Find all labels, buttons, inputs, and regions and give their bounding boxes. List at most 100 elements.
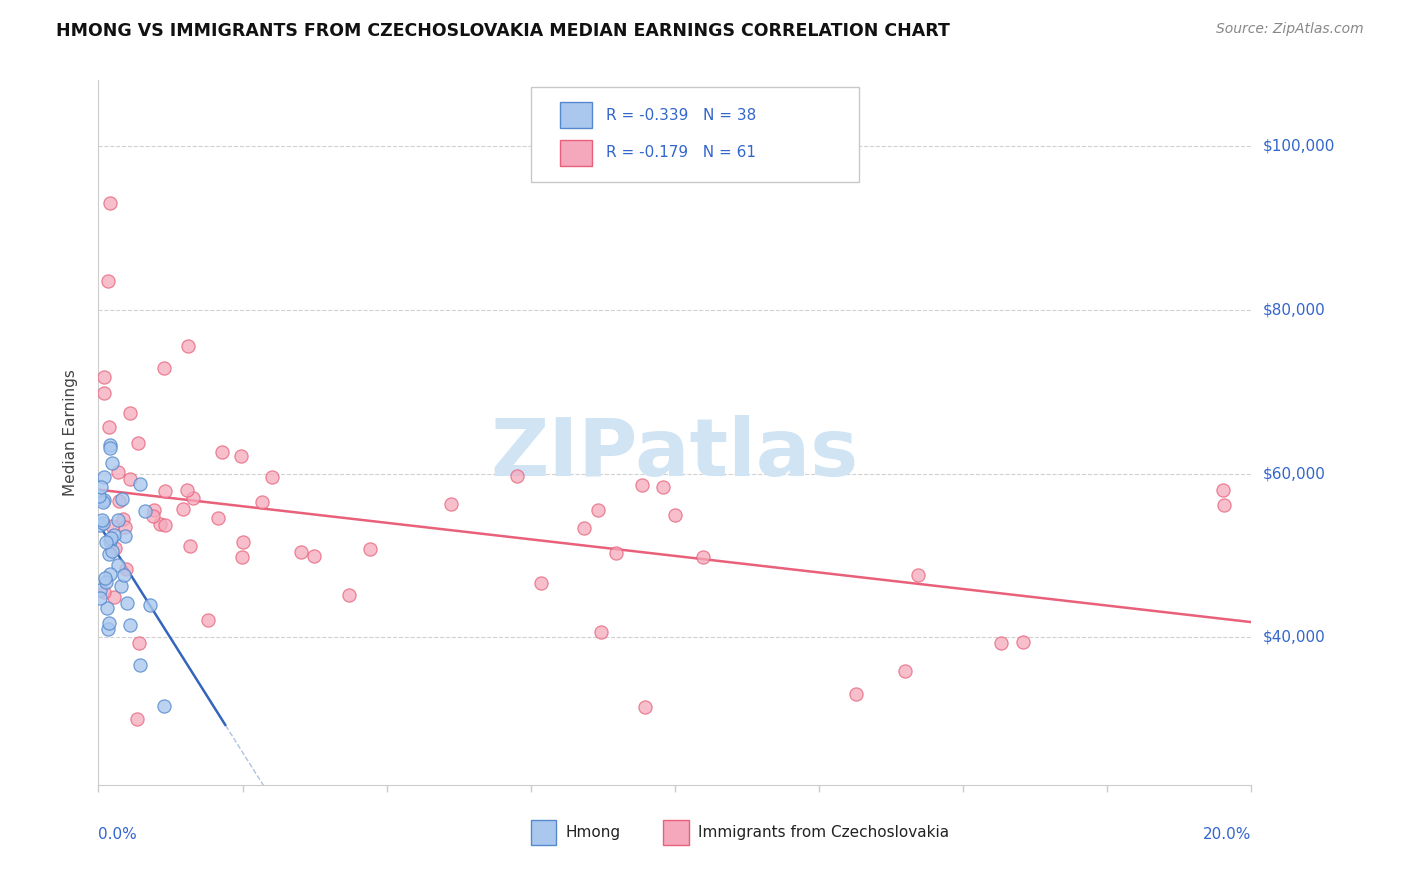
Point [89,518,111,533]
Text: $80,000: $80,000 [1263,302,1326,318]
Point [179,539,201,553]
Point [98,441,121,455]
Point [530,575,553,590]
Point [101,544,124,558]
Point [127,713,149,727]
Point [197,613,219,627]
Point [229,449,252,463]
Point [98,196,121,211]
Point [103,591,125,605]
Point [97,547,120,561]
Point [100,438,122,452]
Point [572,521,595,535]
Bar [531,821,557,845]
Point [232,535,254,549]
Point [652,480,675,494]
Point [1212,483,1234,497]
Point [118,472,141,486]
Point [87,489,110,503]
Point [93,585,115,599]
Text: $40,000: $40,000 [1263,630,1326,645]
Point [506,468,529,483]
Point [98,616,121,631]
Point [211,445,233,459]
Point [97,420,120,434]
Point [176,483,198,497]
Point [91,513,114,527]
Point [337,588,360,602]
Point [112,512,135,526]
Point [127,436,149,450]
Text: ZIPatlas: ZIPatlas [491,415,859,492]
Point [118,618,141,632]
Point [89,583,111,598]
Point [231,549,253,564]
Text: $100,000: $100,000 [1263,138,1334,153]
Point [152,361,174,376]
Point [93,370,115,384]
Text: Immigrants from Czechoslovakia: Immigrants from Czechoslovakia [697,825,949,840]
Point [894,664,917,678]
Point [134,504,156,518]
Point [100,532,122,546]
Point [93,493,115,508]
Point [107,558,129,573]
Point [90,480,112,494]
Point [107,513,129,527]
Point [129,477,152,491]
Point [142,503,165,517]
Point [589,624,612,639]
Point [101,456,124,470]
Point [631,478,654,492]
Point [89,591,111,605]
Point [141,508,163,523]
Point [100,533,122,548]
Text: Source: ZipAtlas.com: Source: ZipAtlas.com [1216,22,1364,37]
Text: HMONG VS IMMIGRANTS FROM CZECHOSLOVAKIA MEDIAN EARNINGS CORRELATION CHART: HMONG VS IMMIGRANTS FROM CZECHOSLOVAKIA … [56,22,950,40]
Point [115,561,138,575]
Point [177,339,200,353]
Point [114,529,136,543]
Y-axis label: Median Earnings: Median Earnings [63,369,77,496]
Point [181,491,204,505]
Point [633,699,655,714]
Point [110,579,132,593]
Point [115,596,138,610]
Text: R = -0.179   N = 61: R = -0.179 N = 61 [606,145,755,161]
Point [97,274,120,288]
Point [93,469,115,483]
Point [111,491,134,506]
Text: 20.0%: 20.0% [1204,827,1251,842]
Point [128,658,150,673]
Point [139,598,162,612]
Point [290,545,312,559]
Point [845,687,868,701]
Point [664,508,686,522]
Point [153,517,176,532]
Point [107,465,129,479]
Point [172,502,194,516]
Point [990,635,1012,649]
Point [250,495,273,509]
Point [207,511,229,525]
Point [1012,635,1035,649]
Text: Hmong: Hmong [565,825,620,840]
Point [155,483,177,498]
Bar [664,821,689,845]
Text: 0.0%: 0.0% [98,827,138,842]
Point [149,517,172,532]
Point [108,494,131,508]
Point [98,567,121,582]
Point [153,699,176,714]
Point [112,568,135,582]
Point [104,541,127,556]
Point [586,503,609,517]
Point [103,528,125,542]
Point [359,542,381,557]
Point [304,549,326,563]
Point [1212,499,1234,513]
Point [94,571,117,585]
Text: $60,000: $60,000 [1263,467,1326,481]
Point [907,567,929,582]
Point [114,520,136,534]
